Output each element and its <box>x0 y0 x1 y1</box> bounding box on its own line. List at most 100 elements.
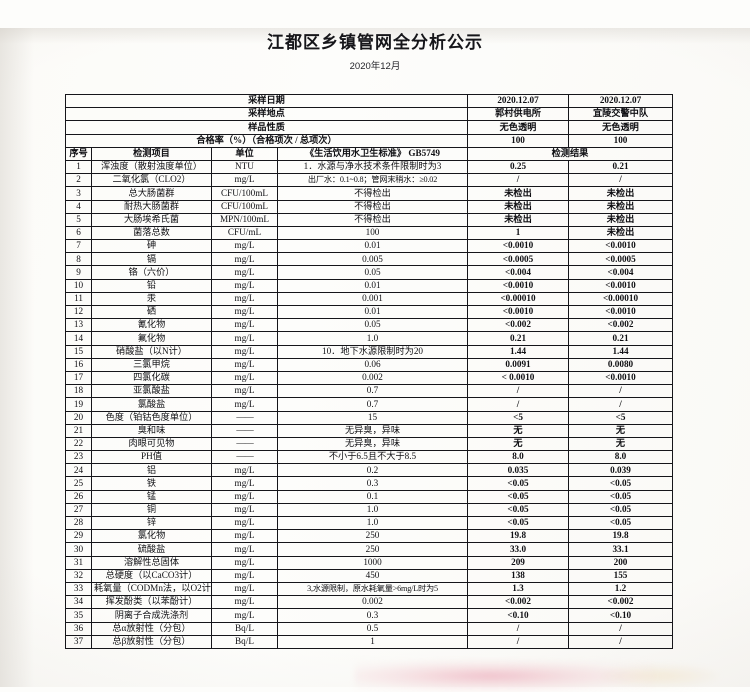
table-row: 2 二氧化氯（CLO2） mg/L 出厂水：0.1~0.8；管网末稍水：≥0.02// <box>65 173 673 188</box>
cell-unit: mg/L <box>211 331 278 346</box>
cell-unit: —— <box>211 436 278 452</box>
cell-item: 汞 <box>91 291 212 307</box>
cell-item: 铝 <box>91 463 212 478</box>
cell-result-site2: <5 <box>568 410 673 425</box>
table-row: 21 臭和味 —— 无异臭，异味无无 <box>65 423 673 438</box>
col-header-unit: 单位 <box>211 146 278 161</box>
cell-result-site2: 0.039 <box>568 463 673 478</box>
cell-seq: 15 <box>65 344 92 359</box>
cell-standard: 不小于6.5且不大于8.5 <box>277 450 468 465</box>
cell-item: 阴离子合成洗涤剂 <box>91 608 212 623</box>
cell-result-site1: <0.0010 <box>467 239 569 254</box>
cell-result-site1: <0.004 <box>467 265 569 280</box>
cell-result-site2: 未检出 <box>568 212 673 227</box>
cell-result-site1: <0.10 <box>467 608 569 623</box>
cell-seq: 34 <box>65 595 92 610</box>
cell-standard: 1.0 <box>277 515 468 531</box>
meta-value-site2: 2020.12.07 <box>568 93 673 109</box>
cell-unit: mg/L <box>211 595 278 610</box>
cell-item: 亚氯酸盐 <box>91 384 212 399</box>
cell-result-site1: 1.44 <box>467 344 569 359</box>
cell-result-site1: <0.05 <box>467 489 569 504</box>
cell-result-site1: <0.002 <box>467 318 569 333</box>
cell-seq: 23 <box>65 450 92 465</box>
cell-unit: Bq/L <box>211 634 278 649</box>
cell-standard: 0.06 <box>277 357 468 372</box>
table-row: 23 PH值 —— 不小于6.5且不大于8.5 8.0 8.0 <box>65 450 673 465</box>
document-page: 江都区乡镇管网全分析公示 2020年12月 采样日期 2020.12.07 20… <box>0 28 750 692</box>
cell-result-site1: 138 <box>467 568 569 583</box>
cell-standard: 0.005 <box>277 252 468 267</box>
cell-seq: 21 <box>65 423 92 438</box>
cell-standard: 1 <box>277 634 468 649</box>
cell-seq: 1 <box>65 159 92 175</box>
meta-label: 合格率（%）（合格项次 / 总项次） <box>65 133 468 148</box>
page-subtitle: 2020年12月 <box>349 61 401 72</box>
table-row: 29 氯化物 mg/L 250 19.8 19.8 <box>65 529 673 544</box>
cell-result-site1: <5 <box>467 410 569 425</box>
water-quality-table: 采样日期 2020.12.07 2020.12.07 采样地点 郭村供电所 宜陵… <box>65 93 673 649</box>
cell-seq: 16 <box>65 357 92 372</box>
cell-unit: NTU <box>211 159 278 175</box>
cell-result-site1: < 0.0010 <box>467 370 569 386</box>
table-row: 15 硝酸盐（以N计） mg/L 10．地下水源限制时为20 1.44 1.44 <box>65 344 673 359</box>
cell-unit: mg/L <box>211 344 278 359</box>
meta-row-sample-property: 样品性质 无色透明 无色透明 <box>65 120 673 135</box>
cell-result-site1: <0.05 <box>467 515 569 531</box>
cell-standard: 0.05 <box>277 265 468 280</box>
cell-result-site2: <0.05 <box>568 476 673 491</box>
cell-result-site1: 无 <box>467 423 569 438</box>
cell-unit: mg/L <box>211 476 278 491</box>
cell-result-site1: <0.0010 <box>467 304 569 320</box>
cell-result-site2: / <box>568 173 673 188</box>
cell-item: 挥发酚类（以苯酚计） <box>91 595 212 610</box>
cell-unit: mg/L <box>211 278 278 293</box>
table-row: 19 氯酸盐 mg/L 0.7// <box>65 397 673 412</box>
cell-result-site2: <0.10 <box>568 608 673 623</box>
cell-standard: 0.01 <box>277 239 468 254</box>
cell-unit: mg/L <box>211 555 278 570</box>
meta-value-site2: 宜陵交警中队 <box>568 107 673 122</box>
cell-item: 总大肠菌群 <box>91 186 212 201</box>
cell-seq: 27 <box>65 502 92 518</box>
cell-item: 铜 <box>91 502 212 518</box>
meta-row-pass-rate: 合格率（%）（合格项次 / 总项次） 100 100 <box>65 133 673 148</box>
table-row: 8 镉 mg/L 0.005 <0.0005 <0.0005 <box>65 252 673 267</box>
cell-result-site2: 未检出 <box>568 225 673 241</box>
cell-item: 硫酸盐 <box>91 542 212 557</box>
cell-unit: mg/L <box>211 397 278 412</box>
cell-result-site2: 8.0 <box>568 450 673 465</box>
cell-standard: 不得检出 <box>277 212 468 227</box>
cell-item: 铬（六价） <box>91 265 212 280</box>
table-row: 5 大肠埃希氏菌 MPN/100mL 不得检出 未检出 未检出 <box>65 212 673 227</box>
cell-result-site1: / <box>467 634 569 649</box>
cell-seq: 4 <box>65 199 92 214</box>
cell-seq: 8 <box>65 252 92 267</box>
table-row: 28 锌 mg/L 1.0 <0.05 <0.05 <box>65 515 673 531</box>
cell-item: 四氯化碳 <box>91 370 212 386</box>
cell-standard: 10．地下水源限制时为20 <box>277 344 468 359</box>
cell-standard: 0.7 <box>277 397 468 412</box>
cell-seq: 2 <box>65 173 92 188</box>
table-row: 17 四氯化碳 mg/L 0.002 < 0.0010 <0.0010 <box>65 370 673 386</box>
cell-unit: mg/L <box>211 384 278 399</box>
table-row: 20 色度（铂钴色度单位） —— 15 <5 <5 <box>65 410 673 425</box>
cell-seq: 19 <box>65 397 92 412</box>
cell-unit: mg/L <box>211 502 278 518</box>
cell-seq: 6 <box>65 225 92 241</box>
cell-result-site2: / <box>568 621 673 636</box>
cell-seq: 10 <box>65 278 92 293</box>
table-row: 18 亚氯酸盐 mg/L 0.7// <box>65 384 673 399</box>
cell-result-site1: 1.3 <box>467 581 569 597</box>
cell-result-site1: 19.8 <box>467 529 569 544</box>
cell-seq: 7 <box>65 239 92 254</box>
table-row: 37 总β放射性（分包） Bq/L 1// <box>65 634 673 649</box>
cell-seq: 22 <box>65 436 92 452</box>
cell-item: 耐热大肠菌群 <box>91 199 212 214</box>
cell-result-site1: <0.00010 <box>467 291 569 307</box>
cell-item: 三氯甲烷 <box>91 357 212 372</box>
cell-seq: 5 <box>65 212 92 227</box>
cell-unit: mg/L <box>211 608 278 623</box>
cell-unit: mg/L <box>211 568 278 583</box>
cell-result-site1: / <box>467 384 569 399</box>
